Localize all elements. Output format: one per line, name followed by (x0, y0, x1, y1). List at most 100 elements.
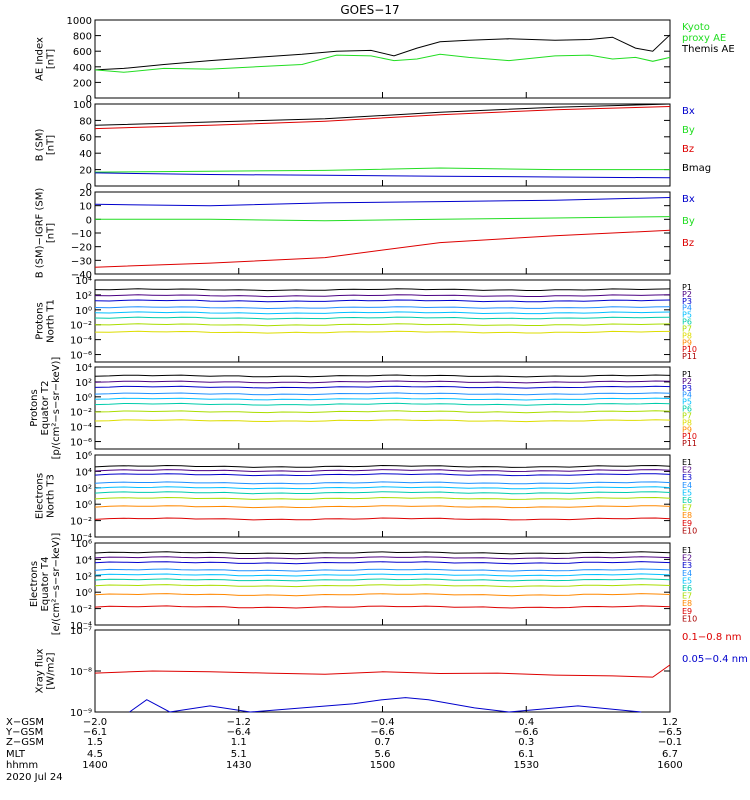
legend-entry: P9 (682, 425, 692, 434)
x-row-value: −1.2 (227, 717, 251, 728)
series-line-Bz (94, 106, 671, 130)
y-axis-label: North T3 (46, 474, 57, 518)
series-line-E8 (94, 593, 671, 597)
legend-entry: E2 (682, 554, 692, 563)
y-tick-label: 40 (79, 149, 92, 160)
y-tick-label: 10⁻⁶ (70, 351, 92, 362)
x-row-value: −2.0 (83, 717, 107, 728)
legend-entry: E1 (682, 458, 692, 467)
legend-entry: P8 (682, 331, 692, 340)
series-line-E9 (94, 517, 671, 521)
y-tick-label: 10⁻⁴ (70, 621, 92, 632)
series-line-E6 (94, 578, 671, 582)
y-tick-label: 600 (73, 47, 92, 58)
series-line-E4 (94, 568, 671, 572)
y-tick-label: 10⁻⁴ (70, 423, 92, 434)
series-line-E8 (94, 505, 671, 509)
y-tick-label: 10⁻⁴ (70, 533, 92, 544)
legend-entry: E1 (682, 546, 692, 555)
x-row-value: 5.1 (231, 749, 247, 760)
y-tick-label: 60 (79, 133, 92, 144)
legend-entry: P10 (682, 345, 697, 354)
series-line-P2 (94, 294, 671, 298)
y-tick-label: 10⁻⁹ (70, 708, 92, 719)
panel-3: −40 −30 −20 −10 0 10 20 B (SM)−IGRF (SM) [nT] Bx B… (35, 188, 695, 281)
legend-entry: P2 (682, 290, 692, 299)
series-line-P8 (94, 330, 671, 334)
y-tick-label: 0 (86, 94, 92, 105)
y-tick-label: 100 (73, 100, 92, 111)
y-tick-label: 10⁰ (75, 500, 92, 511)
legend-entry: Kyoto (682, 22, 710, 33)
y-tick-label: 10² (75, 291, 92, 302)
legend-entry: E6 (682, 584, 692, 593)
series-line-P4 (94, 306, 671, 310)
series-line-E3 (94, 473, 671, 477)
y-axis-label: [nT] (46, 223, 57, 243)
x-axis-table: X−GSM −2.0 −1.2 −0.4 0.4 1.2 Y−GSM −6.1 −6.4 −6.6… (5, 717, 683, 783)
panel-frame (94, 279, 671, 363)
y-axis-label: [p/(cm²−s−sr−keV)] (51, 357, 62, 460)
x-row-label: hhmm (6, 760, 38, 771)
series-line-E7 (94, 584, 671, 588)
y-tick-label: 10⁻⁷ (70, 626, 92, 637)
x-row-value: 1500 (370, 760, 395, 771)
legend-entry: Bx (682, 194, 695, 205)
legend-entry: P3 (682, 384, 692, 393)
y-tick-label: 20 (79, 166, 92, 177)
x-row-value: 0.3 (518, 737, 534, 748)
y-tick-label: 20 (79, 188, 92, 199)
legend-entry: E4 (682, 481, 692, 490)
legend-entry: P4 (682, 304, 692, 313)
y-tick-label: 10⁻⁸ (70, 667, 92, 678)
legend-entry: P3 (682, 297, 692, 306)
y-tick-label: 10⁻⁶ (70, 438, 92, 449)
series-line-E7 (94, 496, 671, 500)
legend-entry: E5 (682, 488, 692, 497)
series-line-Bx (94, 172, 671, 179)
panel-5: 10⁻⁶ 10⁻⁴ 10⁻² 10⁰ 10² 10⁴ Protons Equator T2 [p… (29, 357, 697, 460)
panel-frame (94, 366, 671, 450)
y-axis-label: Protons (29, 389, 40, 426)
x-row-value: 5.6 (375, 749, 391, 760)
series-line-P5 (94, 397, 671, 401)
series-line-P1 (94, 374, 671, 378)
series-line-By (94, 167, 670, 173)
legend-entry: proxy AE (682, 33, 726, 44)
date-label: 2020 Jul 24 (6, 772, 63, 783)
x-row-value: −6.6 (514, 727, 538, 738)
y-axis-label: Xray flux (35, 649, 46, 694)
series-line-P6 (94, 316, 671, 320)
panel-8: 10⁻⁹ 10⁻⁸ 10⁻⁷ Xray flux [W/m2] 0.1−0.8 nm 0.0… (35, 626, 748, 719)
series-line-E1 (94, 464, 671, 468)
legend-entry: P11 (682, 439, 697, 448)
series-line-Bmag (94, 103, 671, 126)
x-row-value: 1400 (82, 760, 107, 771)
y-axis-label: Equator T4 (40, 557, 51, 612)
legend-entry: By (682, 125, 695, 136)
y-tick-label: 80 (79, 116, 92, 127)
legend-entry: E9 (682, 519, 692, 528)
series-line-E1 (94, 551, 671, 555)
y-tick-label: 200 (73, 78, 92, 89)
legend-entry: E10 (682, 614, 697, 623)
x-row-label: X−GSM (6, 717, 44, 728)
y-tick-label: 10² (75, 572, 92, 583)
y-tick-label: 10⁶ (75, 539, 92, 550)
y-tick-label: −20 (71, 243, 92, 254)
panel-2: 0 20 40 60 80 100 B (SM) [nT] Bx By Bz Bmag (35, 100, 712, 193)
series-line-0.05−0.4-nm (129, 697, 642, 713)
series-line-Themis-AE (94, 34, 671, 71)
series-line-P4 (94, 392, 671, 396)
y-axis-label: Electrons (29, 561, 40, 607)
y-tick-label: 10⁴ (75, 363, 92, 374)
y-axis-label: North T1 (46, 299, 57, 343)
panel-frame (94, 19, 671, 99)
panel-7: 10⁻⁴ 10⁻² 10⁰ 10² 10⁴ 10⁶ Electrons Equator T4[… (29, 533, 697, 636)
series-line-Bx (94, 197, 671, 207)
series-line-By (95, 216, 671, 222)
y-tick-label: 10⁻² (70, 605, 92, 616)
series-line-P1 (94, 288, 671, 292)
legend-entry: Bz (682, 238, 694, 249)
